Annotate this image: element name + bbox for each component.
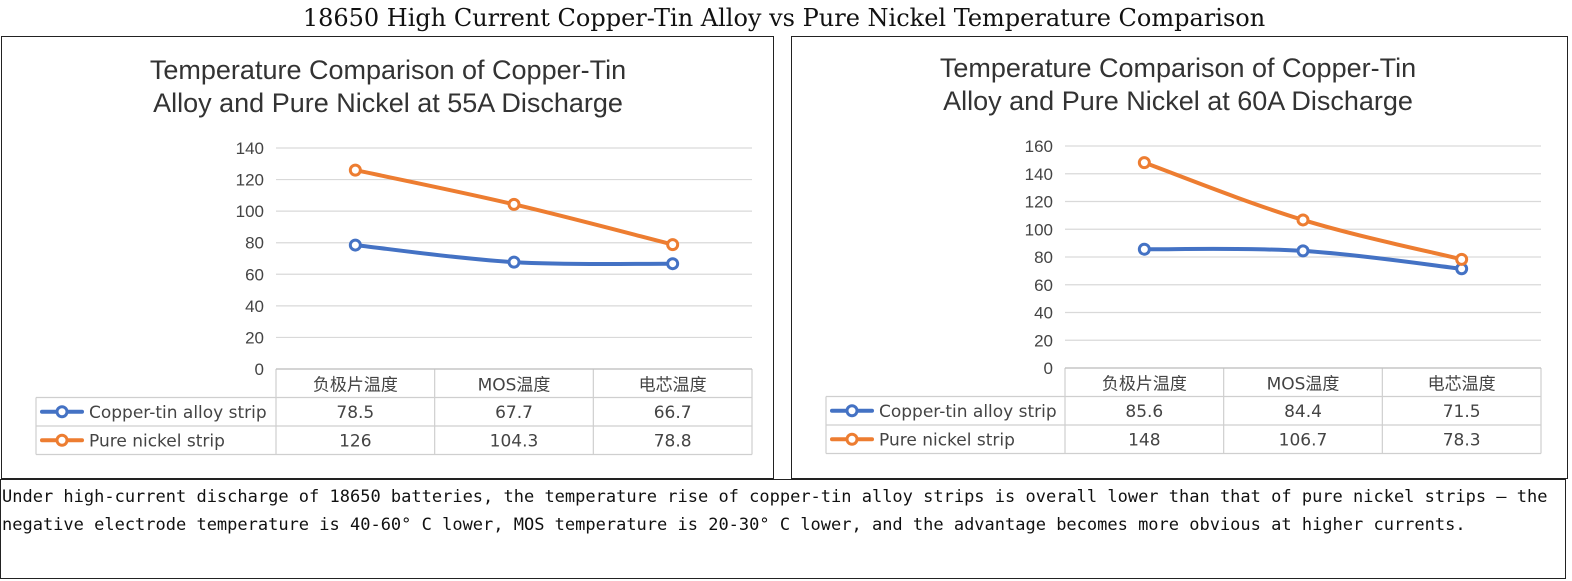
y-tick-label: 80 <box>245 234 264 253</box>
chart-60a: Temperature Comparison of Copper-TinAllo… <box>825 53 1542 455</box>
data-point <box>348 238 362 252</box>
y-tick-label: 0 <box>255 360 264 379</box>
data-point <box>507 197 521 211</box>
page-title: 18650 High Current Copper-Tin Alloy vs P… <box>302 4 1266 32</box>
chart-title-line: Temperature Comparison of Copper-Tin <box>150 55 626 85</box>
category-label: 电芯温度 <box>639 375 707 395</box>
y-tick-label: 80 <box>1034 248 1053 267</box>
y-tick-label: 0 <box>1044 359 1053 378</box>
data-table-value: 85.6 <box>1125 402 1163 422</box>
y-tick-label: 120 <box>1025 193 1053 212</box>
legend-series-name: Pure nickel strip <box>89 431 225 451</box>
data-table-value: 71.5 <box>1443 402 1481 422</box>
y-tick-label: 60 <box>245 265 264 284</box>
category-label: 负极片温度 <box>1102 374 1187 394</box>
chart-panel-55a: Temperature Comparison of Copper-Tin Allo… <box>1 36 774 479</box>
y-tick-label: 140 <box>1025 165 1053 184</box>
data-point <box>1137 156 1151 170</box>
category-label: MOS温度 <box>478 375 551 395</box>
y-tick-label: 60 <box>1034 276 1053 295</box>
chart-title-line: Alloy and Pure Nickel at 60A Discharge <box>943 86 1413 116</box>
data-point <box>1137 242 1151 256</box>
legend-marker <box>845 404 859 418</box>
caption-text: Under high-current discharge of 18650 ba… <box>2 487 1558 535</box>
legend-marker <box>845 432 859 446</box>
data-table-value: 78.5 <box>336 403 374 423</box>
legend-series-name: Copper-tin alloy strip <box>89 403 267 423</box>
category-label: MOS温度 <box>1267 374 1340 394</box>
chart-title-line: Alloy and Pure Nickel at 55A Discharge <box>153 88 623 118</box>
data-table-value: 106.7 <box>1279 430 1328 450</box>
legend-marker <box>55 433 69 447</box>
y-tick-label: 100 <box>1025 220 1053 239</box>
data-point <box>507 255 521 269</box>
y-tick-label: 160 <box>1025 137 1053 156</box>
data-point <box>1296 213 1310 227</box>
chart-title-line: Temperature Comparison of Copper-Tin <box>940 53 1416 83</box>
chart-panel-60a: Temperature Comparison of Copper-Tin Allo… <box>791 36 1568 479</box>
legend-series-name: Pure nickel strip <box>879 430 1015 450</box>
legend-marker <box>55 405 69 419</box>
category-label: 负极片温度 <box>313 375 398 395</box>
data-table-value: 84.4 <box>1284 402 1322 422</box>
y-tick-label: 20 <box>245 328 264 347</box>
data-table-value: 104.3 <box>490 431 539 451</box>
data-table-value: 66.7 <box>654 403 692 423</box>
data-table-value: 148 <box>1128 430 1160 450</box>
y-tick-label: 120 <box>236 171 264 190</box>
data-table-value: 67.7 <box>495 403 533 423</box>
y-tick-label: 40 <box>1034 304 1053 323</box>
data-point <box>666 257 680 271</box>
data-table-value: 78.3 <box>1443 430 1481 450</box>
caption-box <box>0 479 1566 579</box>
y-tick-label: 140 <box>236 139 264 158</box>
category-label: 电芯温度 <box>1428 374 1496 394</box>
data-point <box>666 238 680 252</box>
data-table-value: 126 <box>339 431 371 451</box>
data-point <box>1455 252 1469 266</box>
y-tick-label: 20 <box>1034 331 1053 350</box>
data-point <box>348 163 362 177</box>
chart-55a: Temperature Comparison of Copper-TinAllo… <box>35 55 753 456</box>
data-table-value: 78.8 <box>654 431 692 451</box>
legend-series-name: Copper-tin alloy strip <box>879 402 1057 422</box>
y-tick-label: 100 <box>236 202 264 221</box>
y-tick-label: 40 <box>245 297 264 316</box>
data-point <box>1296 244 1310 258</box>
